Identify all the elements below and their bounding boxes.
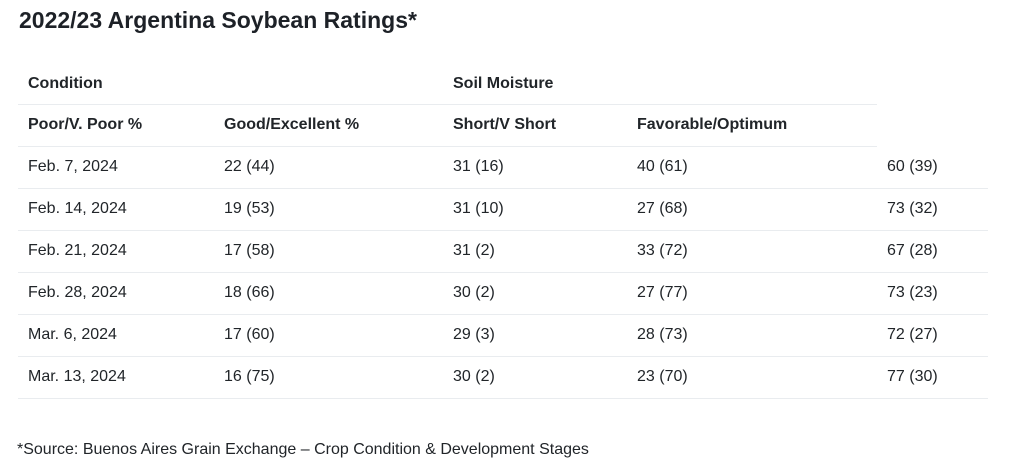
cell-value: 22 (44) [214, 147, 443, 189]
column-header-poor-vpoor: Poor/V. Poor % [18, 105, 214, 147]
cell-value: 17 (60) [214, 315, 443, 357]
cell-date: Mar. 6, 2024 [18, 315, 214, 357]
table-column-header-row: Poor/V. Poor % Good/Excellent % Short/V … [18, 105, 988, 147]
cell-value: 27 (68) [627, 189, 877, 231]
cell-value: 27 (77) [627, 273, 877, 315]
cell-date: Feb. 28, 2024 [18, 273, 214, 315]
cell-value: 18 (66) [214, 273, 443, 315]
cell-value: 16 (75) [214, 357, 443, 399]
group-header-condition: Condition [18, 65, 443, 105]
table-row: Mar. 6, 2024 17 (60) 29 (3) 28 (73) 72 (27) [18, 315, 988, 357]
cell-value: 72 (27) [877, 315, 988, 357]
column-header-favorable-optimum: Favorable/Optimum [627, 105, 877, 147]
cell-value: 30 (2) [443, 357, 627, 399]
cell-value: 60 (39) [877, 147, 988, 189]
cell-value: 23 (70) [627, 357, 877, 399]
table-row: Mar. 13, 2024 16 (75) 30 (2) 23 (70) 77 (30) [18, 357, 988, 399]
cell-date: Mar. 13, 2024 [18, 357, 214, 399]
group-header-soil-moisture: Soil Moisture [443, 65, 877, 105]
cell-value: 73 (32) [877, 189, 988, 231]
cell-date: Feb. 21, 2024 [18, 231, 214, 273]
cell-value: 73 (23) [877, 273, 988, 315]
cell-value: 77 (30) [877, 357, 988, 399]
soybean-ratings-table: Condition Soil Moisture Poor/V. Poor % G… [18, 65, 988, 399]
cell-value: 67 (28) [877, 231, 988, 273]
source-footnote: *Source: Buenos Aires Grain Exchange – C… [17, 440, 589, 458]
table-row: Feb. 28, 2024 18 (66) 30 (2) 27 (77) 73 (23) [18, 273, 988, 315]
page-title: 2022/23 Argentina Soybean Ratings* [19, 7, 417, 33]
cell-value: 29 (3) [443, 315, 627, 357]
cell-date: Feb. 7, 2024 [18, 147, 214, 189]
cell-value: 40 (61) [627, 147, 877, 189]
cell-value: 31 (16) [443, 147, 627, 189]
column-header-short-vshort: Short/V Short [443, 105, 627, 147]
group-header-empty [877, 65, 988, 105]
table-body: Feb. 7, 2024 22 (44) 31 (16) 40 (61) 60 (39)… [18, 147, 988, 399]
cell-value: 31 (10) [443, 189, 627, 231]
column-header-empty [877, 105, 988, 147]
cell-value: 19 (53) [214, 189, 443, 231]
cell-value: 30 (2) [443, 273, 627, 315]
table-row: Feb. 14, 2024 19 (53) 31 (10) 27 (68) 73 (32… [18, 189, 988, 231]
column-header-good-excellent: Good/Excellent % [214, 105, 443, 147]
cell-date: Feb. 14, 2024 [18, 189, 214, 231]
cell-value: 33 (72) [627, 231, 877, 273]
table-row: Feb. 21, 2024 17 (58) 31 (2) 33 (72) 67 (28) [18, 231, 988, 273]
cell-value: 17 (58) [214, 231, 443, 273]
table-group-header-row: Condition Soil Moisture [18, 65, 988, 105]
cell-value: 31 (2) [443, 231, 627, 273]
cell-value: 28 (73) [627, 315, 877, 357]
table-row: Feb. 7, 2024 22 (44) 31 (16) 40 (61) 60 (39) [18, 147, 988, 189]
page: 2022/23 Argentina Soybean Ratings* Condi… [0, 7, 1024, 459]
